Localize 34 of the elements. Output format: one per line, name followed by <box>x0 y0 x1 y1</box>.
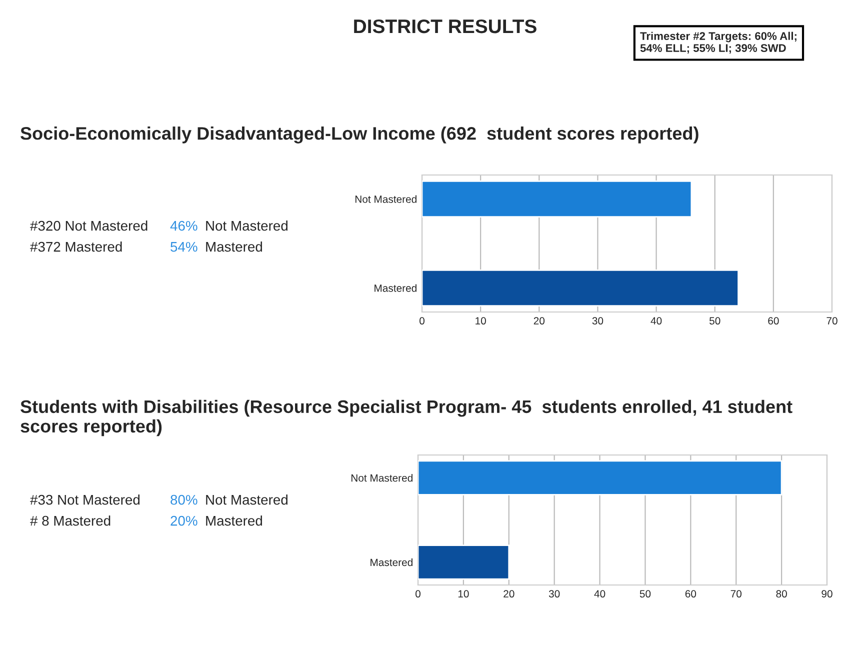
y-tick-label: Not Mastered <box>355 195 416 203</box>
x-tick-label: 40 <box>650 317 662 325</box>
chart-subtitle: Socio-Economically Disadvantaged-Low Income (692 student scores reported) <box>20 126 698 144</box>
text: #33 Not Mastered <box>30 494 140 505</box>
chart-title: DISTRICT RESULTS <box>354 19 536 34</box>
x-tick-label: 0 <box>416 590 420 598</box>
text: #320 Not Mastered <box>30 220 148 231</box>
x-tick-label: 10 <box>476 317 486 325</box>
x-tick-label: 10 <box>458 590 469 598</box>
x-tick-label: 70 <box>826 317 838 325</box>
x-tick-label: 40 <box>594 590 606 598</box>
x-tick-label: 30 <box>592 317 604 325</box>
x-tick-label: 0 <box>420 317 424 325</box>
x-tick-label: 50 <box>640 590 651 598</box>
x-tick-label: 80 <box>776 590 787 598</box>
x-tick-label: 60 <box>768 317 779 325</box>
x-tick-label: 60 <box>685 590 696 598</box>
text: # 8 Mastered <box>30 516 110 526</box>
y-tick-label: Not Mastered <box>351 474 412 482</box>
text: #372 Mastered <box>30 242 122 252</box>
text: Trimester #2 Targets: 60% All; 54% ELL; 55% LI; 39% SWD <box>640 32 796 54</box>
y-tick-label: Mastered <box>370 558 412 566</box>
x-tick-label: 50 <box>709 317 720 325</box>
text: 54% Mastered <box>170 242 262 252</box>
text: 80% Not Mastered <box>170 494 288 505</box>
x-tick-label: 20 <box>504 590 514 598</box>
y-tick-label: Mastered <box>374 284 416 292</box>
chart-title: Students with Disabilities (Resource Specialist Program- 45 students enrolled, 41 student scores reported) <box>20 400 792 436</box>
x-tick-label: 90 <box>822 590 832 598</box>
x-tick-label: 70 <box>730 590 742 598</box>
x-tick-label: 20 <box>534 317 545 325</box>
text: 20% Mastered <box>170 516 262 526</box>
text: 46% Not Mastered <box>170 220 288 231</box>
x-tick-label: 30 <box>548 590 560 598</box>
